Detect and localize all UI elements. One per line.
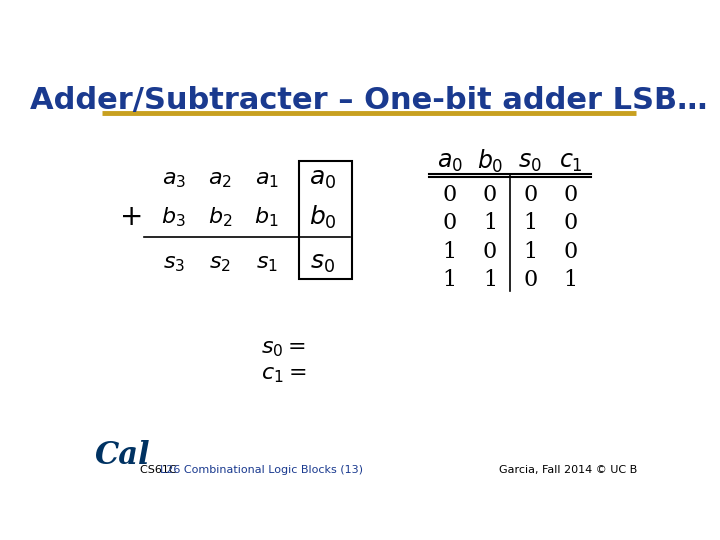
- Text: $a_1$: $a_1$: [255, 168, 279, 190]
- Text: 1: 1: [523, 212, 537, 234]
- Text: 0: 0: [563, 212, 577, 234]
- Text: $a_0$: $a_0$: [436, 150, 462, 174]
- Text: 1: 1: [483, 212, 497, 234]
- Text: 0: 0: [523, 184, 537, 206]
- Text: 0: 0: [523, 269, 537, 291]
- Text: $b_2$: $b_2$: [208, 205, 233, 229]
- Text: $s_0$: $s_0$: [518, 150, 542, 174]
- Text: $s_0$: $s_0$: [310, 252, 335, 275]
- Text: Cal: Cal: [95, 441, 150, 471]
- Text: 0: 0: [443, 184, 456, 206]
- Text: L26 Combinational Logic Blocks (13): L26 Combinational Logic Blocks (13): [160, 465, 363, 475]
- Text: 0: 0: [483, 184, 497, 206]
- Text: 0: 0: [563, 240, 577, 262]
- Text: $c_1 =$: $c_1 =$: [261, 363, 307, 386]
- Text: $+$: $+$: [119, 204, 142, 231]
- Text: $s_0 =$: $s_0 =$: [261, 337, 306, 359]
- Text: $a_0$: $a_0$: [309, 167, 336, 191]
- Text: $a_2$: $a_2$: [208, 168, 232, 190]
- Text: 1: 1: [443, 240, 456, 262]
- Text: $b_1$: $b_1$: [254, 205, 279, 229]
- Text: 1: 1: [443, 269, 456, 291]
- Text: $a_3$: $a_3$: [161, 168, 186, 190]
- Text: $s_3$: $s_3$: [163, 253, 185, 274]
- Text: 1: 1: [523, 240, 537, 262]
- Text: $c_1$: $c_1$: [559, 150, 582, 174]
- Text: $b_0$: $b_0$: [309, 204, 336, 231]
- Text: Adder/Subtracter – One-bit adder LSB…: Adder/Subtracter – One-bit adder LSB…: [30, 86, 708, 116]
- Text: 0: 0: [443, 212, 456, 234]
- Text: $s_1$: $s_1$: [256, 253, 278, 274]
- Text: $b_3$: $b_3$: [161, 205, 186, 229]
- Text: $b_0$: $b_0$: [477, 148, 503, 176]
- Text: 1: 1: [564, 269, 577, 291]
- Text: 0: 0: [563, 184, 577, 206]
- Text: 1: 1: [483, 269, 497, 291]
- Text: 0: 0: [483, 240, 497, 262]
- Text: CS61C: CS61C: [140, 465, 181, 475]
- Text: $s_2$: $s_2$: [210, 253, 231, 274]
- Text: Garcia, Fall 2014 © UC B: Garcia, Fall 2014 © UC B: [499, 465, 637, 475]
- Bar: [300, 161, 352, 279]
